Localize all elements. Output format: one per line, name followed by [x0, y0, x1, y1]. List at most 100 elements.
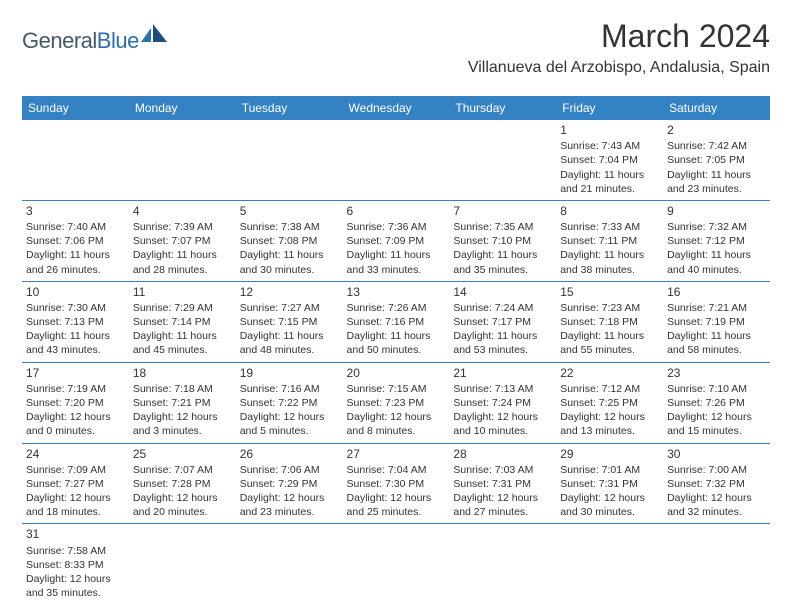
calendar-body: 1Sunrise: 7:43 AMSunset: 7:04 PMDaylight…	[22, 120, 770, 604]
sunrise-text: Sunrise: 7:13 AM	[453, 382, 552, 396]
sunset-text: Sunset: 7:23 PM	[347, 396, 446, 410]
day-number: 12	[240, 284, 339, 300]
day-number: 30	[667, 446, 766, 462]
sunrise-text: Sunrise: 7:12 AM	[560, 382, 659, 396]
daylight-text: Daylight: 11 hours and 35 minutes.	[453, 248, 552, 276]
calendar-cell: 10Sunrise: 7:30 AMSunset: 7:13 PMDayligh…	[22, 281, 129, 362]
calendar-cell: 3Sunrise: 7:40 AMSunset: 7:06 PMDaylight…	[22, 200, 129, 281]
sunset-text: Sunset: 7:26 PM	[667, 396, 766, 410]
calendar-cell-empty	[556, 524, 663, 604]
sunset-text: Sunset: 7:15 PM	[240, 315, 339, 329]
sunrise-text: Sunrise: 7:36 AM	[347, 220, 446, 234]
calendar-cell: 4Sunrise: 7:39 AMSunset: 7:07 PMDaylight…	[129, 200, 236, 281]
daylight-text: Daylight: 12 hours and 25 minutes.	[347, 491, 446, 519]
calendar-cell: 31Sunrise: 7:58 AMSunset: 8:33 PMDayligh…	[22, 524, 129, 604]
logo: General Blue	[22, 28, 169, 54]
daylight-text: Daylight: 12 hours and 18 minutes.	[26, 491, 125, 519]
page-header: General Blue March 2024 Villanueva del A…	[22, 18, 770, 88]
calendar-cell-empty	[449, 524, 556, 604]
daylight-text: Daylight: 11 hours and 40 minutes.	[667, 248, 766, 276]
calendar-row: 3Sunrise: 7:40 AMSunset: 7:06 PMDaylight…	[22, 200, 770, 281]
month-title: March 2024	[468, 18, 770, 55]
daylight-text: Daylight: 12 hours and 0 minutes.	[26, 410, 125, 438]
daylight-text: Daylight: 12 hours and 27 minutes.	[453, 491, 552, 519]
sunrise-text: Sunrise: 7:26 AM	[347, 301, 446, 315]
sunrise-text: Sunrise: 7:39 AM	[133, 220, 232, 234]
sunset-text: Sunset: 7:31 PM	[560, 477, 659, 491]
day-number: 14	[453, 284, 552, 300]
day-number: 26	[240, 446, 339, 462]
dayname-header: Sunday	[22, 96, 129, 120]
calendar-cell: 9Sunrise: 7:32 AMSunset: 7:12 PMDaylight…	[663, 200, 770, 281]
daylight-text: Daylight: 11 hours and 28 minutes.	[133, 248, 232, 276]
calendar-cell-empty	[236, 524, 343, 604]
sunrise-text: Sunrise: 7:03 AM	[453, 463, 552, 477]
sunset-text: Sunset: 7:12 PM	[667, 234, 766, 248]
sunrise-text: Sunrise: 7:29 AM	[133, 301, 232, 315]
calendar-cell: 23Sunrise: 7:10 AMSunset: 7:26 PMDayligh…	[663, 362, 770, 443]
daylight-text: Daylight: 11 hours and 33 minutes.	[347, 248, 446, 276]
calendar-cell: 7Sunrise: 7:35 AMSunset: 7:10 PMDaylight…	[449, 200, 556, 281]
day-number: 25	[133, 446, 232, 462]
sunrise-text: Sunrise: 7:04 AM	[347, 463, 446, 477]
day-number: 18	[133, 365, 232, 381]
sunrise-text: Sunrise: 7:32 AM	[667, 220, 766, 234]
day-number: 28	[453, 446, 552, 462]
daylight-text: Daylight: 11 hours and 26 minutes.	[26, 248, 125, 276]
calendar-cell: 13Sunrise: 7:26 AMSunset: 7:16 PMDayligh…	[343, 281, 450, 362]
day-number: 16	[667, 284, 766, 300]
calendar-cell: 21Sunrise: 7:13 AMSunset: 7:24 PMDayligh…	[449, 362, 556, 443]
sunset-text: Sunset: 7:06 PM	[26, 234, 125, 248]
dayname-header: Tuesday	[236, 96, 343, 120]
sunset-text: Sunset: 7:09 PM	[347, 234, 446, 248]
day-number: 3	[26, 203, 125, 219]
day-number: 23	[667, 365, 766, 381]
calendar-row: 17Sunrise: 7:19 AMSunset: 7:20 PMDayligh…	[22, 362, 770, 443]
sunset-text: Sunset: 7:32 PM	[667, 477, 766, 491]
sunset-text: Sunset: 7:10 PM	[453, 234, 552, 248]
calendar-cell-empty	[129, 120, 236, 200]
day-number: 8	[560, 203, 659, 219]
sunrise-text: Sunrise: 7:21 AM	[667, 301, 766, 315]
sunset-text: Sunset: 7:19 PM	[667, 315, 766, 329]
calendar-row: 24Sunrise: 7:09 AMSunset: 7:27 PMDayligh…	[22, 443, 770, 524]
calendar-cell: 24Sunrise: 7:09 AMSunset: 7:27 PMDayligh…	[22, 443, 129, 524]
sunset-text: Sunset: 7:14 PM	[133, 315, 232, 329]
sunset-text: Sunset: 8:33 PM	[26, 558, 125, 572]
day-number: 5	[240, 203, 339, 219]
calendar-cell: 22Sunrise: 7:12 AMSunset: 7:25 PMDayligh…	[556, 362, 663, 443]
daylight-text: Daylight: 12 hours and 23 minutes.	[240, 491, 339, 519]
daylight-text: Daylight: 11 hours and 58 minutes.	[667, 329, 766, 357]
sunset-text: Sunset: 7:25 PM	[560, 396, 659, 410]
daylight-text: Daylight: 12 hours and 32 minutes.	[667, 491, 766, 519]
dayname-header: Friday	[556, 96, 663, 120]
calendar-cell-empty	[236, 120, 343, 200]
calendar-cell: 16Sunrise: 7:21 AMSunset: 7:19 PMDayligh…	[663, 281, 770, 362]
title-block: March 2024 Villanueva del Arzobispo, And…	[468, 18, 770, 77]
calendar-cell-empty	[343, 120, 450, 200]
sunrise-text: Sunrise: 7:30 AM	[26, 301, 125, 315]
daylight-text: Daylight: 11 hours and 48 minutes.	[240, 329, 339, 357]
calendar-cell: 2Sunrise: 7:42 AMSunset: 7:05 PMDaylight…	[663, 120, 770, 200]
sunrise-text: Sunrise: 7:40 AM	[26, 220, 125, 234]
sunset-text: Sunset: 7:08 PM	[240, 234, 339, 248]
sunrise-text: Sunrise: 7:35 AM	[453, 220, 552, 234]
day-number: 4	[133, 203, 232, 219]
sunset-text: Sunset: 7:22 PM	[240, 396, 339, 410]
daylight-text: Daylight: 11 hours and 21 minutes.	[560, 168, 659, 196]
sunrise-text: Sunrise: 7:07 AM	[133, 463, 232, 477]
sunset-text: Sunset: 7:27 PM	[26, 477, 125, 491]
daylight-text: Daylight: 12 hours and 10 minutes.	[453, 410, 552, 438]
sunrise-text: Sunrise: 7:10 AM	[667, 382, 766, 396]
sunrise-text: Sunrise: 7:01 AM	[560, 463, 659, 477]
calendar-cell: 12Sunrise: 7:27 AMSunset: 7:15 PMDayligh…	[236, 281, 343, 362]
calendar-cell: 15Sunrise: 7:23 AMSunset: 7:18 PMDayligh…	[556, 281, 663, 362]
day-number: 27	[347, 446, 446, 462]
daylight-text: Daylight: 11 hours and 43 minutes.	[26, 329, 125, 357]
sunset-text: Sunset: 7:31 PM	[453, 477, 552, 491]
sunrise-text: Sunrise: 7:33 AM	[560, 220, 659, 234]
calendar-cell: 14Sunrise: 7:24 AMSunset: 7:17 PMDayligh…	[449, 281, 556, 362]
calendar-cell-empty	[343, 524, 450, 604]
calendar-cell: 17Sunrise: 7:19 AMSunset: 7:20 PMDayligh…	[22, 362, 129, 443]
sunrise-text: Sunrise: 7:18 AM	[133, 382, 232, 396]
